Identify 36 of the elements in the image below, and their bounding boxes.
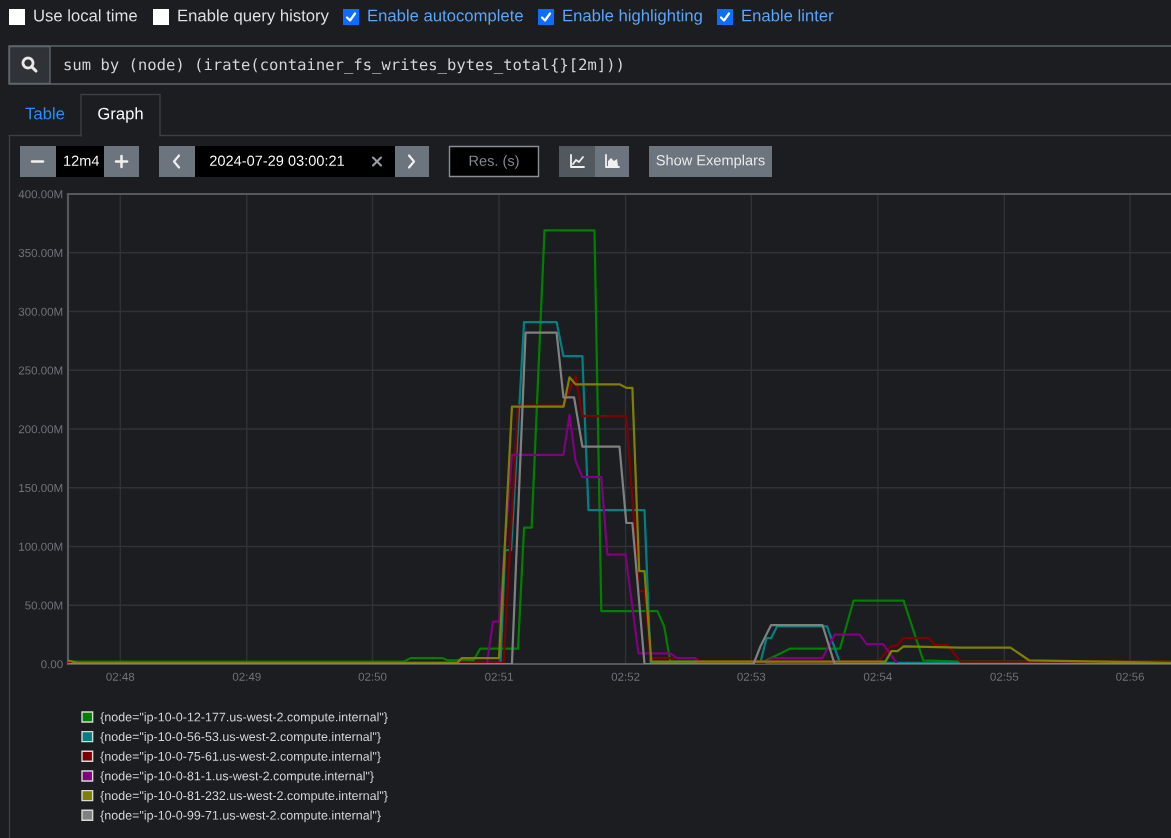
text: 12m4 <box>64 155 100 166</box>
text: Enable highlighting <box>563 9 702 25</box>
x-tick-label: 02:55 <box>990 672 1019 681</box>
text: 2024-07-29 03:00:21 <box>210 155 344 166</box>
text: Show Exemplars <box>656 154 765 169</box>
chart-title: sum by (node) (irate(container_fs_writes_bytes_total{}[2m])) <box>64 58 622 74</box>
text: Enable autocomplete <box>368 9 523 25</box>
text: Enable query history <box>178 9 329 25</box>
x-tick-label: 02:54 <box>863 672 892 681</box>
legend-label: {node="ip-10-0-81-232.us-west-2.compute.internal"} <box>100 790 388 803</box>
x-tick-label: 02:49 <box>232 672 261 681</box>
y-tick-label: 400.00M <box>18 190 63 199</box>
y-tick-label: 100.00M <box>19 542 63 551</box>
legend-label: {node="ip-10-0-75-61.us-west-2.compute.internal"} <box>100 751 381 764</box>
y-tick-label: 0.00 <box>41 660 63 669</box>
x-tick-label: 02:48 <box>106 672 135 681</box>
text: Use local time <box>34 9 137 22</box>
legend-label: {node="ip-10-0-56-53.us-west-2.compute.internal"} <box>100 731 381 744</box>
legend-label: {node="ip-10-0-12-177.us-west-2.compute.internal"} <box>100 712 388 724</box>
y-tick-label: 50.00M <box>25 601 63 610</box>
text: Table <box>25 107 65 120</box>
y-tick-label: 250.00M <box>18 366 63 375</box>
legend-label: {node="ip-10-0-99-71.us-west-2.compute.internal"} <box>100 810 381 823</box>
x-tick-label: 02:51 <box>485 672 513 681</box>
y-tick-label: 300.00M <box>18 307 63 316</box>
y-tick-label: 200.00M <box>18 425 63 434</box>
x-tick-label: 02:53 <box>737 672 766 681</box>
legend-label: {node="ip-10-0-81-1.us-west-2.compute.internal"} <box>100 771 374 783</box>
x-tick-label: 02:56 <box>1116 672 1145 681</box>
y-tick-label: 150.00M <box>19 483 63 493</box>
x-tick-label: 02:52 <box>611 672 640 681</box>
y-tick-label: 350.00M <box>18 248 63 258</box>
text: Res. (s) <box>469 155 519 169</box>
text: Enable linter <box>742 9 834 22</box>
x-tick-label: 02:50 <box>358 672 387 681</box>
text: Graph <box>98 107 143 123</box>
